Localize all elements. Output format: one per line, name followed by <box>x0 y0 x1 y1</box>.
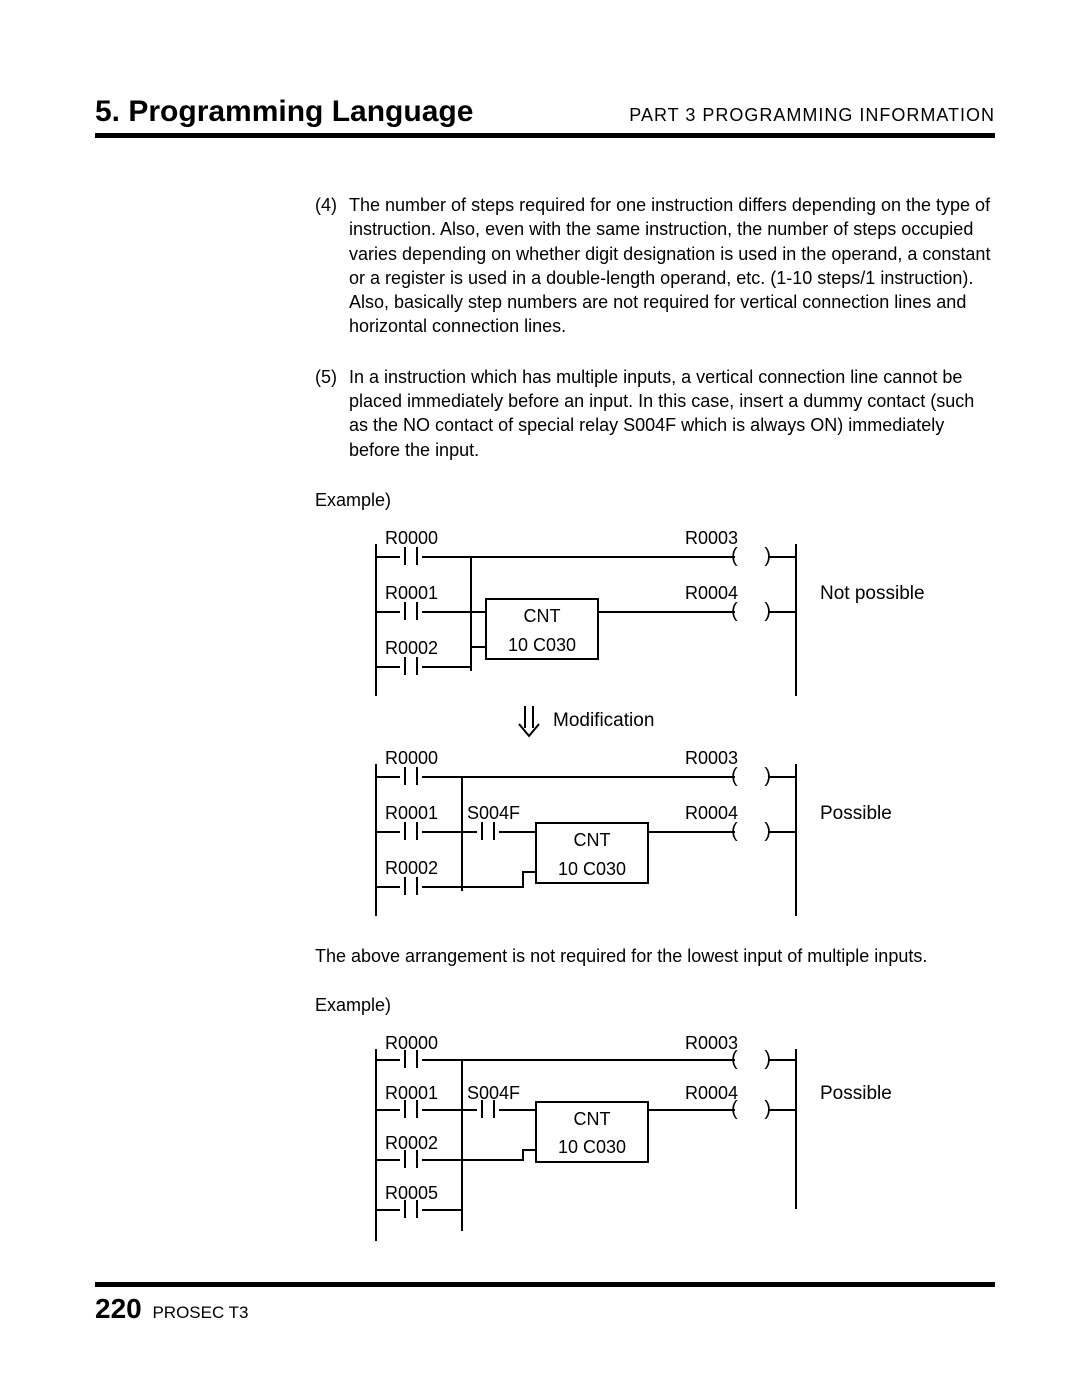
example-label-2: Example) <box>315 993 995 1017</box>
part-title: PART 3 PROGRAMMING INFORMATION <box>629 105 995 126</box>
cnt-title: CNT <box>537 1107 647 1131</box>
no-contact-icon <box>400 877 422 895</box>
no-contact-icon <box>400 657 422 675</box>
no-contact-icon <box>400 1150 422 1168</box>
ladder-diagram-possible-1: R0000 R0003 R0001 S004F CNT 10 C030 R000… <box>375 746 935 916</box>
modification-label: Modification <box>553 708 654 734</box>
page-header: 5. Programming Language PART 3 PROGRAMMI… <box>95 95 995 138</box>
cnt-title: CNT <box>537 828 647 852</box>
page-number: 220 <box>95 1293 142 1324</box>
no-contact-icon <box>400 767 422 785</box>
coil-icon <box>731 767 771 787</box>
no-contact-icon <box>400 1200 422 1218</box>
coil-icon <box>731 1100 771 1120</box>
para-number: (5) <box>315 365 349 462</box>
cnt-value: 10 C030 <box>487 633 597 657</box>
cnt-box: CNT 10 C030 <box>485 598 599 660</box>
cnt-value: 10 C030 <box>537 857 647 881</box>
no-contact-icon <box>400 1050 422 1068</box>
coil-icon <box>731 547 771 567</box>
cnt-box: CNT 10 C030 <box>535 822 649 884</box>
no-contact-icon <box>477 1100 499 1118</box>
ladder-diagram-possible-2: R0000 R0003 R0001 S004F CNT 10 C030 R000… <box>375 1031 935 1231</box>
paragraph-5: (5) In a instruction which has multiple … <box>315 365 995 462</box>
no-contact-icon <box>400 1100 422 1118</box>
down-arrow-icon <box>515 704 545 738</box>
coil-icon <box>731 602 771 622</box>
para-number: (4) <box>315 193 349 339</box>
no-contact-icon <box>400 602 422 620</box>
ladder-diagram-not-possible: R0000 R0003 R0001 CNT 10 C030 R0004 <box>375 526 935 696</box>
footer-title: PROSEC T3 <box>152 1303 248 1322</box>
para-text: The number of steps required for one ins… <box>349 193 995 339</box>
para-text: In a instruction which has multiple inpu… <box>349 365 995 462</box>
coil-icon <box>731 822 771 842</box>
side-label-possible: Possible <box>820 801 892 827</box>
side-label-possible: Possible <box>820 1081 892 1107</box>
page-footer: 220 PROSEC T3 <box>95 1282 995 1325</box>
example-label-1: Example) <box>315 488 995 512</box>
no-contact-icon <box>400 547 422 565</box>
paragraph-4: (4) The number of steps required for one… <box>315 193 995 339</box>
side-label-not-possible: Not possible <box>820 581 925 607</box>
modification-arrow: Modification <box>515 704 995 738</box>
note-text: The above arrangement is not required fo… <box>315 944 995 968</box>
coil-icon <box>731 1050 771 1070</box>
chapter-title: 5. Programming Language <box>95 95 473 129</box>
cnt-value: 10 C030 <box>537 1135 647 1159</box>
no-contact-icon <box>477 822 499 840</box>
no-contact-icon <box>400 822 422 840</box>
body-content: (4) The number of steps required for one… <box>315 193 995 1231</box>
cnt-box: CNT 10 C030 <box>535 1101 649 1163</box>
cnt-title: CNT <box>487 604 597 628</box>
